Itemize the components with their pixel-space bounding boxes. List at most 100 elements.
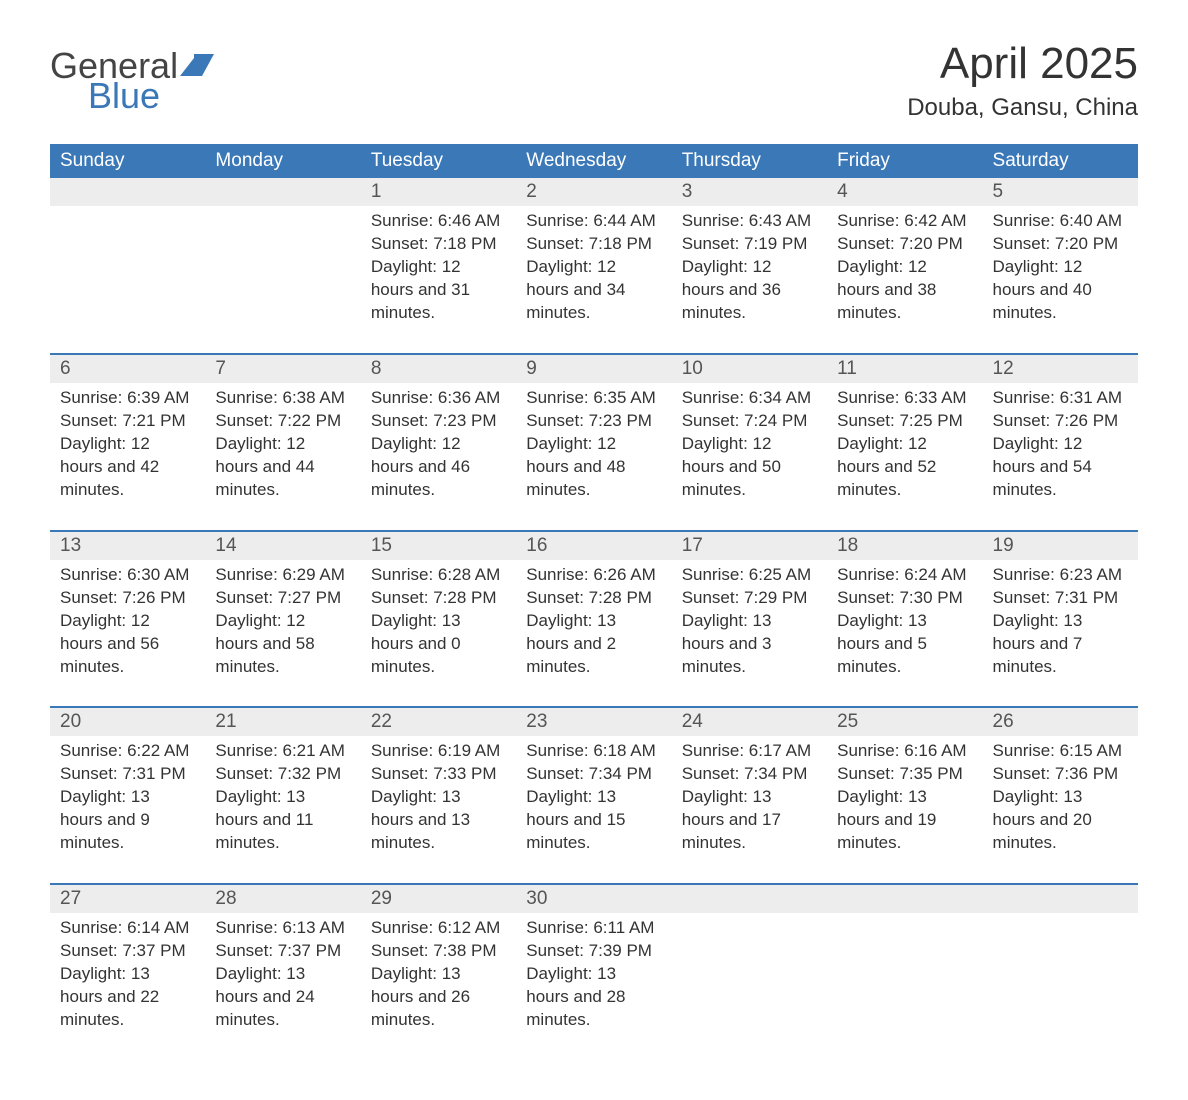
daylight-line: Daylight: 13 hours and 2 minutes.	[526, 610, 661, 679]
sunrise-line: Sunrise: 6:21 AM	[215, 740, 350, 763]
day-number	[50, 178, 205, 206]
day-content: Sunrise: 6:38 AMSunset: 7:22 PMDaylight:…	[205, 383, 360, 530]
sunrise-line: Sunrise: 6:44 AM	[526, 210, 661, 233]
calendar-cell: 7Sunrise: 6:38 AMSunset: 7:22 PMDaylight…	[205, 354, 360, 531]
sunrise-line: Sunrise: 6:13 AM	[215, 917, 350, 940]
daylight-line: Daylight: 13 hours and 20 minutes.	[993, 786, 1128, 855]
daylight-line: Daylight: 12 hours and 36 minutes.	[682, 256, 817, 325]
sunset-line: Sunset: 7:26 PM	[60, 587, 195, 610]
daylight-line: Daylight: 12 hours and 42 minutes.	[60, 433, 195, 502]
daylight-line: Daylight: 13 hours and 3 minutes.	[682, 610, 817, 679]
daylight-line: Daylight: 12 hours and 50 minutes.	[682, 433, 817, 502]
sunrise-line: Sunrise: 6:30 AM	[60, 564, 195, 587]
day-number: 24	[672, 708, 827, 736]
calendar-week-row: 1Sunrise: 6:46 AMSunset: 7:18 PMDaylight…	[50, 178, 1138, 354]
daylight-line: Daylight: 13 hours and 7 minutes.	[993, 610, 1128, 679]
sunrise-line: Sunrise: 6:25 AM	[682, 564, 817, 587]
day-content: Sunrise: 6:31 AMSunset: 7:26 PMDaylight:…	[983, 383, 1138, 530]
calendar-cell	[983, 884, 1138, 1060]
sunrise-line: Sunrise: 6:24 AM	[837, 564, 972, 587]
sunrise-line: Sunrise: 6:15 AM	[993, 740, 1128, 763]
day-number: 12	[983, 355, 1138, 383]
sunset-line: Sunset: 7:28 PM	[371, 587, 506, 610]
day-content: Sunrise: 6:46 AMSunset: 7:18 PMDaylight:…	[361, 206, 516, 353]
day-content: Sunrise: 6:33 AMSunset: 7:25 PMDaylight:…	[827, 383, 982, 530]
sunset-line: Sunset: 7:23 PM	[371, 410, 506, 433]
sunset-line: Sunset: 7:22 PM	[215, 410, 350, 433]
sunset-line: Sunset: 7:31 PM	[60, 763, 195, 786]
sunset-line: Sunset: 7:27 PM	[215, 587, 350, 610]
day-content: Sunrise: 6:44 AMSunset: 7:18 PMDaylight:…	[516, 206, 671, 353]
calendar-cell: 23Sunrise: 6:18 AMSunset: 7:34 PMDayligh…	[516, 707, 671, 884]
calendar-cell	[827, 884, 982, 1060]
calendar-cell: 19Sunrise: 6:23 AMSunset: 7:31 PMDayligh…	[983, 531, 1138, 708]
day-number	[672, 885, 827, 913]
calendar-cell	[205, 178, 360, 354]
page-title: April 2025	[907, 40, 1138, 88]
day-content: Sunrise: 6:34 AMSunset: 7:24 PMDaylight:…	[672, 383, 827, 530]
calendar-cell: 8Sunrise: 6:36 AMSunset: 7:23 PMDaylight…	[361, 354, 516, 531]
calendar-cell: 11Sunrise: 6:33 AMSunset: 7:25 PMDayligh…	[827, 354, 982, 531]
calendar-cell: 20Sunrise: 6:22 AMSunset: 7:31 PMDayligh…	[50, 707, 205, 884]
sunrise-line: Sunrise: 6:42 AM	[837, 210, 972, 233]
day-content: Sunrise: 6:11 AMSunset: 7:39 PMDaylight:…	[516, 913, 671, 1060]
day-content: Sunrise: 6:35 AMSunset: 7:23 PMDaylight:…	[516, 383, 671, 530]
calendar-week-row: 13 Sunrise: 6:30 AMSunset: 7:26 PM Dayligh…	[50, 531, 1138, 708]
sunrise-line: Sunrise: 6:12 AM	[371, 917, 506, 940]
day-content: Sunrise: 6:13 AMSunset: 7:37 PMDaylight:…	[205, 913, 360, 1060]
calendar-cell	[672, 884, 827, 1060]
day-number: 29	[361, 885, 516, 913]
daylight-line: Daylight: 13 hours and 5 minutes.	[837, 610, 972, 679]
day-content: Sunrise: 6:28 AMSunset: 7:28 PMDaylight:…	[361, 560, 516, 707]
day-content	[827, 913, 982, 1031]
sunset-line: Sunset: 7:35 PM	[837, 763, 972, 786]
calendar-day-header: Saturday	[983, 144, 1138, 178]
sunrise-line: Sunrise: 6:34 AM	[682, 387, 817, 410]
calendar-cell: 6Sunrise: 6:39 AMSunset: 7:21 PMDaylight…	[50, 354, 205, 531]
day-number: 10	[672, 355, 827, 383]
calendar-cell: 2Sunrise: 6:44 AMSunset: 7:18 PMDaylight…	[516, 178, 671, 354]
daylight-line: Daylight: 12 hours and 38 minutes.	[837, 256, 972, 325]
calendar-day-header: Wednesday	[516, 144, 671, 178]
sunset-line: Sunset: 7:38 PM	[371, 940, 506, 963]
day-content: Sunrise: 6:36 AMSunset: 7:23 PMDaylight:…	[361, 383, 516, 530]
daylight-line: Daylight: 12 hours and 40 minutes.	[993, 256, 1128, 325]
sunset-line: Sunset: 7:33 PM	[371, 763, 506, 786]
day-number: 16	[516, 532, 671, 560]
calendar-cell: 24Sunrise: 6:17 AMSunset: 7:34 PMDayligh…	[672, 707, 827, 884]
calendar-day-header: Sunday	[50, 144, 205, 178]
daylight-line: Daylight: 13 hours and 0 minutes.	[371, 610, 506, 679]
calendar-table: SundayMondayTuesdayWednesdayThursdayFrid…	[50, 144, 1138, 1059]
calendar-cell: 18Sunrise: 6:24 AMSunset: 7:30 PMDayligh…	[827, 531, 982, 708]
sunrise-line: Sunrise: 6:19 AM	[371, 740, 506, 763]
daylight-line: Daylight: 12 hours and 44 minutes.	[215, 433, 350, 502]
sunset-line: Sunset: 7:25 PM	[837, 410, 972, 433]
calendar-cell: 12Sunrise: 6:31 AMSunset: 7:26 PMDayligh…	[983, 354, 1138, 531]
logo: General Blue	[50, 40, 214, 114]
day-content: Sunrise: 6:39 AMSunset: 7:21 PMDaylight:…	[50, 383, 205, 530]
day-number: 13	[50, 532, 205, 560]
calendar-cell: 21Sunrise: 6:21 AMSunset: 7:32 PMDayligh…	[205, 707, 360, 884]
day-number: 15	[361, 532, 516, 560]
day-number: 2	[516, 178, 671, 206]
day-content: Sunrise: 6:42 AMSunset: 7:20 PMDaylight:…	[827, 206, 982, 353]
daylight-line: Daylight: 13 hours and 28 minutes.	[526, 963, 661, 1032]
daylight-line: Daylight: 12 hours and 54 minutes.	[993, 433, 1128, 502]
day-number: 18	[827, 532, 982, 560]
calendar-cell: 17Sunrise: 6:25 AMSunset: 7:29 PMDayligh…	[672, 531, 827, 708]
daylight-line: Daylight: 12 hours and 31 minutes.	[371, 256, 506, 325]
sunrise-line: Sunrise: 6:11 AM	[526, 917, 661, 940]
day-number: 19	[983, 532, 1138, 560]
calendar-cell	[50, 178, 205, 354]
day-content: Sunrise: 6:17 AMSunset: 7:34 PMDaylight:…	[672, 736, 827, 883]
day-number: 8	[361, 355, 516, 383]
day-number: 30	[516, 885, 671, 913]
sunrise-line: Sunrise: 6:28 AM	[371, 564, 506, 587]
sunset-line: Sunset: 7:24 PM	[682, 410, 817, 433]
day-content: Sunrise: 6:18 AMSunset: 7:34 PMDaylight:…	[516, 736, 671, 883]
day-content: Sunrise: 6:19 AMSunset: 7:33 PMDaylight:…	[361, 736, 516, 883]
day-number: 4	[827, 178, 982, 206]
daylight-line: Daylight: 13 hours and 26 minutes.	[371, 963, 506, 1032]
title-block: April 2025 Douba, Gansu, China	[907, 40, 1138, 140]
daylight-line: Daylight: 13 hours and 17 minutes.	[682, 786, 817, 855]
